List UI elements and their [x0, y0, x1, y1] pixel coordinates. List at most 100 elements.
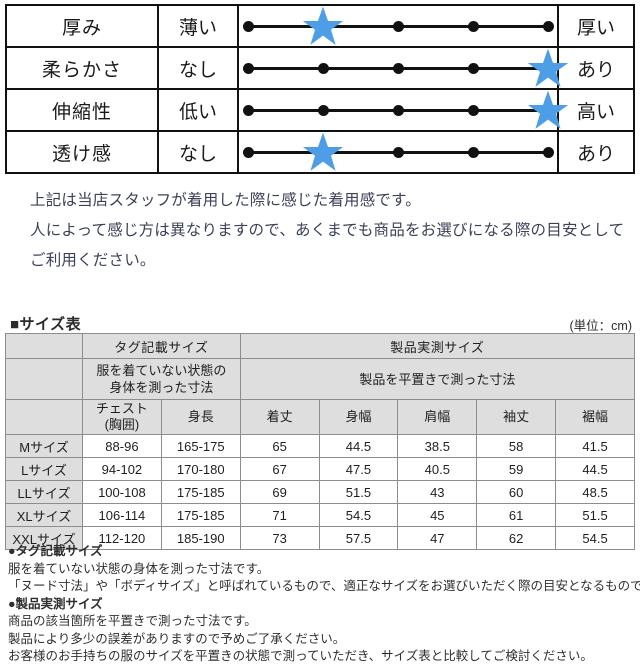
- sub-header-tag-line-2: 身体を測った寸法: [109, 380, 214, 395]
- feel-scale-dot[interactable]: [392, 104, 404, 116]
- size-cell: 40.5: [397, 457, 478, 481]
- feel-high-label: 高い: [557, 88, 635, 132]
- size-cell: 57.5: [318, 526, 399, 550]
- feel-high-label: 厚い: [557, 4, 635, 48]
- size-column-header: チェスト (胸囲): [82, 399, 162, 435]
- size-cell: 170-180: [160, 457, 241, 481]
- feel-scale-dot[interactable]: [467, 20, 479, 32]
- size-row-label: XLサイズ: [5, 503, 83, 527]
- feel-scale-dot[interactable]: [392, 146, 404, 158]
- feel-scale-dot[interactable]: [542, 104, 554, 116]
- note-2-line-3: お客様のお手持ちの服のサイズを平置きの状態で測っていただき、サイズ表と比較してご…: [8, 649, 593, 663]
- size-row-label: XXLサイズ: [5, 526, 83, 550]
- feel-scale-cell[interactable]: [237, 4, 559, 48]
- size-column-header: 着丈: [239, 399, 320, 435]
- feel-high-label: あり: [557, 130, 635, 174]
- size-cell: 48.5: [555, 480, 635, 504]
- size-table-unit-note: (単位：cm): [569, 319, 633, 333]
- size-cell: 67: [239, 457, 320, 481]
- size-cell: 41.5: [555, 434, 635, 458]
- feel-scale-dot[interactable]: [542, 20, 554, 32]
- size-cell: 88-96: [82, 434, 162, 458]
- feel-row: 厚み 薄い 厚い: [5, 4, 635, 48]
- size-cell: 106-114: [82, 503, 162, 527]
- feel-scale-track: [239, 132, 557, 171]
- size-cell: 175-185: [160, 503, 241, 527]
- size-cell: 62: [476, 526, 557, 550]
- feel-scale-cell[interactable]: [237, 130, 559, 174]
- size-cell: 69: [239, 480, 320, 504]
- feel-scale-cell[interactable]: [237, 88, 569, 132]
- feel-scale-dot[interactable]: [242, 146, 254, 158]
- size-column-header: 裾幅: [555, 399, 635, 435]
- size-cell: 51.5: [555, 503, 635, 527]
- feel-scale-dot[interactable]: [317, 62, 329, 74]
- note-1-title: ●タグ記載サイズ: [8, 544, 103, 558]
- size-cell: 44.5: [318, 434, 399, 458]
- feel-scale-track: [239, 6, 557, 45]
- feel-scale-dot[interactable]: [542, 62, 554, 74]
- feel-scale-dot[interactable]: [392, 62, 404, 74]
- note-2-line-2: 製品により多少の誤差がありますので予めご了承ください。: [8, 631, 346, 646]
- size-cell: 38.5: [397, 434, 478, 458]
- feel-low-label: なし: [157, 46, 239, 90]
- feel-scale-track: [239, 48, 569, 87]
- size-cell: 94-102: [82, 457, 162, 481]
- size-table: タグ記載サイズ 製品実測サイズ 服を着ていない状態の 身体を測った寸法 製品を平…: [5, 333, 636, 550]
- feel-scale-dot[interactable]: [542, 146, 554, 158]
- feel-row: 伸縮性 低い 高い: [5, 88, 635, 132]
- size-notes: ●タグ記載サイズ 服を着ていない状態の身体を測った寸法です。 「ヌード寸法」や「…: [8, 543, 640, 666]
- feel-scale-dot[interactable]: [317, 104, 329, 116]
- feel-scale-dot[interactable]: [467, 146, 479, 158]
- feel-scale-dot[interactable]: [242, 20, 254, 32]
- feel-scale-dot[interactable]: [317, 146, 329, 158]
- feel-low-label: 低い: [157, 88, 239, 132]
- size-column-header-line-1: 袖丈: [503, 409, 530, 424]
- feel-scale-cell[interactable]: [237, 46, 569, 90]
- feel-row: 透け感 なし あり: [5, 130, 635, 174]
- size-cell: 165-175: [160, 434, 241, 458]
- size-cell: 43: [397, 480, 478, 504]
- size-cell: 65: [239, 434, 320, 458]
- feel-row: 柔らかさ なし あり: [5, 46, 635, 90]
- size-column-header: 肩幅: [397, 399, 478, 435]
- size-row-label: LLサイズ: [5, 480, 83, 504]
- size-cell: 47: [397, 526, 478, 550]
- size-column-header-line-1: 裾幅: [582, 409, 609, 424]
- table-row: XXLサイズ 112-120 185-190 73 57.5 47 62 54.5: [5, 526, 635, 550]
- size-cell: 58: [476, 434, 557, 458]
- feel-scale-dot[interactable]: [317, 20, 329, 32]
- wearing-feel-table-body: 厚み 薄い 厚い 柔らかさ なし あり 伸縮性 低い 高い 透け感 なし あり: [5, 4, 635, 174]
- feel-scale-dot[interactable]: [467, 104, 479, 116]
- table-row: LLサイズ 100-108 175-185 69 51.5 43 60 48.5: [5, 480, 635, 504]
- size-table-corner-cell: [5, 333, 83, 359]
- feel-scale-track: [239, 90, 569, 129]
- feel-scale-dot[interactable]: [242, 104, 254, 116]
- feel-scale-dot[interactable]: [392, 20, 404, 32]
- size-table-head: タグ記載サイズ 製品実測サイズ 服を着ていない状態の 身体を測った寸法 製品を平…: [5, 333, 636, 435]
- feel-scale-dot[interactable]: [467, 62, 479, 74]
- size-cell: 60: [476, 480, 557, 504]
- size-column-header: 袖丈: [476, 399, 557, 435]
- feel-scale-dot[interactable]: [242, 62, 254, 74]
- size-table-corner-cell-2: [5, 358, 83, 400]
- size-row-label: Lサイズ: [5, 457, 83, 481]
- size-row-label: Mサイズ: [5, 434, 83, 458]
- sub-header-product-size: 製品を平置きで測った寸法: [239, 358, 636, 400]
- size-table-subheader-row: 服を着ていない状態の 身体を測った寸法 製品を平置きで測った寸法: [5, 358, 636, 400]
- intro-paragraph: 上記は当店スタッフが着用した際に感じた着用感です。 人によって感じ方は異なります…: [30, 186, 630, 276]
- size-table-group-header-row: タグ記載サイズ 製品実測サイズ: [5, 333, 636, 359]
- size-cell: 54.5: [318, 503, 399, 527]
- note-2-line-1: 商品の該当箇所を平置きで測った寸法です。: [8, 614, 257, 628]
- intro-line-1: 上記は当店スタッフが着用した際に感じた着用感です。: [30, 192, 421, 209]
- sub-header-tag-line-1: 服を着ていない状態の: [96, 363, 227, 378]
- size-column-header-line-2: (胸囲): [104, 417, 140, 432]
- size-column-header-line-1: 身幅: [345, 409, 372, 424]
- size-column-header-line-1: 身長: [187, 409, 214, 424]
- table-row: Mサイズ 88-96 165-175 65 44.5 38.5 58 41.5: [5, 434, 635, 458]
- group-header-tag-size: タグ記載サイズ: [82, 333, 241, 359]
- table-row: XLサイズ 106-114 175-185 71 54.5 45 61 51.5: [5, 503, 635, 527]
- size-table-body: Mサイズ 88-96 165-175 65 44.5 38.5 58 41.5 Lサイズ 94-1…: [5, 434, 635, 550]
- feel-low-label: 薄い: [157, 4, 239, 48]
- size-cell: 73: [239, 526, 320, 550]
